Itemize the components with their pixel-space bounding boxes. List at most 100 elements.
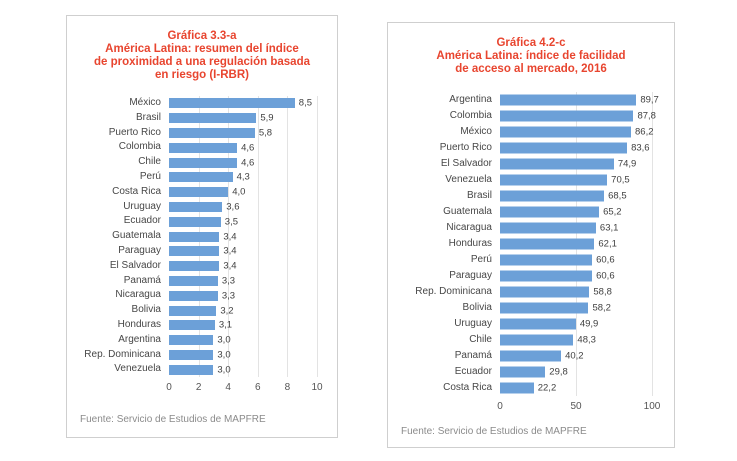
bar-value-label: 3,1 xyxy=(218,319,233,331)
bar-value-label: 89,7 xyxy=(640,94,659,106)
bar xyxy=(169,216,221,227)
category-label: Paraguay xyxy=(449,270,492,281)
bar-value-label: 58,8 xyxy=(593,286,612,298)
bar xyxy=(169,187,229,198)
bars-area: 8,5 5,9 5,8 4,6 4,6 4,3 4,0 3,6 3,5 3,4 3,4 3,4 3,3 3… xyxy=(166,96,323,395)
bar-row: 86,2 xyxy=(500,124,654,140)
bar-row: 5,8 xyxy=(169,126,317,141)
bar xyxy=(500,190,605,202)
bar-row: 3,0 xyxy=(169,333,317,348)
category-label: Venezuela xyxy=(445,174,492,185)
x-axis-tick: 4 xyxy=(225,382,231,394)
bar xyxy=(169,305,217,316)
bar-value-label: 5,8 xyxy=(258,127,273,139)
bar xyxy=(169,98,295,109)
category-label: Bolivia xyxy=(462,302,492,313)
bar xyxy=(169,127,255,138)
x-axis-tick: 0 xyxy=(166,382,172,394)
bar xyxy=(500,222,596,234)
bar-value-label: 86,2 xyxy=(635,126,654,138)
category-label: Colombia xyxy=(449,110,492,121)
bar-row: 3,3 xyxy=(169,274,317,289)
category-label: Ecuador xyxy=(454,366,492,377)
bar-row: 3,3 xyxy=(169,288,317,303)
bar xyxy=(500,174,608,186)
bar-row: 60,6 xyxy=(500,268,652,284)
bar-row: 3,5 xyxy=(169,214,317,229)
chart-title-line: en riesgo (I-RBR) xyxy=(155,69,249,81)
bar-row: 68,5 xyxy=(500,188,652,204)
category-label: Uruguay xyxy=(123,200,161,212)
bar-row: 3,1 xyxy=(169,318,317,333)
bar-value-label: 3,4 xyxy=(223,231,237,243)
bar-value-label: 87,8 xyxy=(637,110,656,122)
bar xyxy=(169,172,233,183)
bar-value-label: 8,5 xyxy=(298,97,313,109)
bar-row: 29,8 xyxy=(500,364,652,380)
category-label: Chile xyxy=(469,334,492,345)
bar-row: 62,1 xyxy=(500,236,652,252)
bar xyxy=(169,275,218,286)
category-label: Bolivia xyxy=(131,304,161,316)
bar-chart: México Brasil Puerto Rico Colombia Chile Perú… xyxy=(67,96,337,395)
bar-row: 49,9 xyxy=(500,316,652,332)
bar-row: 4,3 xyxy=(169,170,317,185)
category-label: Honduras xyxy=(117,318,161,330)
x-axis-tick: 0 xyxy=(497,401,503,412)
gridline xyxy=(317,96,318,378)
bar xyxy=(500,366,546,378)
bar-value-label: 60,6 xyxy=(596,270,615,282)
bar-row: 70,5 xyxy=(500,172,652,188)
bar-row: 3,4 xyxy=(169,259,317,274)
gridline xyxy=(287,96,289,378)
chart-title-line: Gráfica 3.3-a xyxy=(167,30,237,42)
bar xyxy=(500,126,632,138)
x-axis-tick: 50 xyxy=(570,401,582,412)
bar-value-label: 48,3 xyxy=(577,334,596,346)
bar-value-label: 65,2 xyxy=(603,206,622,218)
bar-row: 48,3 xyxy=(500,332,652,348)
bar-value-label: 4,0 xyxy=(232,186,246,198)
x-axis-tick: 100 xyxy=(643,401,661,412)
bar-value-label: 49,9 xyxy=(579,318,599,330)
category-label: Puerto Rico xyxy=(108,126,161,138)
category-label: Brasil xyxy=(466,190,492,201)
bar-row: 3,0 xyxy=(169,362,317,377)
bar-value-label: 3,6 xyxy=(226,201,240,213)
bar-row: 5,9 xyxy=(169,111,317,126)
category-label: Perú xyxy=(139,170,161,182)
bar xyxy=(500,302,589,314)
bar xyxy=(500,254,593,266)
bar-row: 22,2 xyxy=(500,380,652,396)
bar xyxy=(500,334,574,346)
source-note: Fuente: Servicio de Estudios de MAPFRE xyxy=(401,426,587,437)
category-label: México xyxy=(460,126,492,137)
bar xyxy=(169,364,214,375)
bar-value-label: 4,6 xyxy=(241,142,255,154)
bar-value-label: 3,3 xyxy=(221,290,236,302)
bar-value-label: 58,2 xyxy=(592,302,611,314)
bar-value-label: 60,6 xyxy=(596,254,615,266)
category-label: Guatemala xyxy=(112,230,161,242)
category-label: Colombia xyxy=(118,141,161,153)
chart-title-line: Gráfica 4.2-c xyxy=(496,37,566,49)
bar xyxy=(500,318,576,330)
chart-title: Gráfica 4.2-c América Latina: índice de f… xyxy=(388,37,674,76)
chart-title: Gráfica 3.3-a América Latina: resumen del… xyxy=(67,30,337,82)
category-label: Paraguay xyxy=(118,244,161,256)
bar-value-label: 62,1 xyxy=(598,238,617,250)
bar xyxy=(500,142,628,154)
chart-title-line: de acceso al mercado, 2016 xyxy=(455,63,607,75)
category-labels: Argentina Colombia México Puerto Rico El Sal… xyxy=(398,92,500,414)
category-label: Nicaragua xyxy=(115,289,161,301)
bar xyxy=(169,335,214,346)
bar xyxy=(500,94,637,106)
category-label: El Salvador xyxy=(109,259,161,271)
bar xyxy=(169,201,223,212)
bar xyxy=(169,157,238,168)
bar-value-label: 3,3 xyxy=(221,275,236,287)
bar-value-label: 3,4 xyxy=(223,245,237,257)
bar-row: 4,6 xyxy=(169,155,317,170)
bar-value-label: 3,2 xyxy=(220,305,234,317)
bar xyxy=(500,382,534,394)
